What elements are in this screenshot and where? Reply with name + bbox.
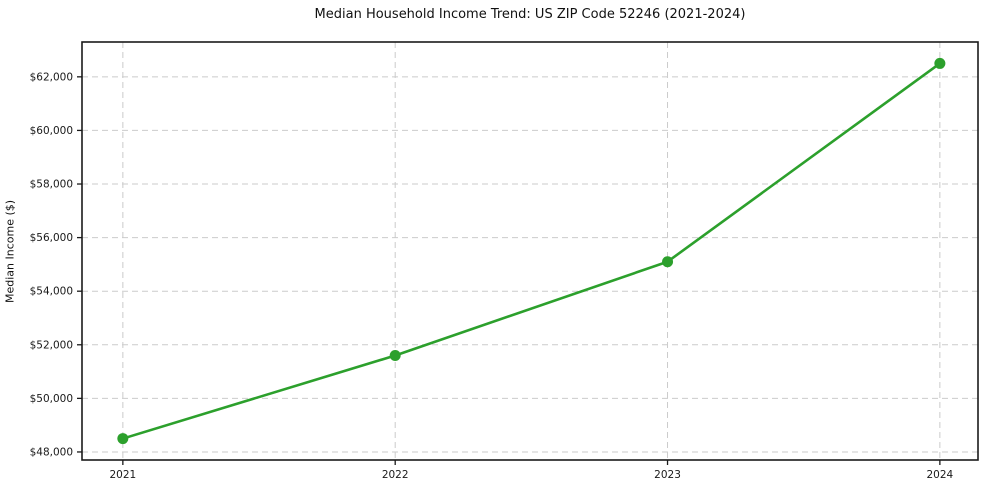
data-point-marker bbox=[389, 350, 401, 361]
x-tick-label: 2022 bbox=[382, 469, 409, 481]
y-tick-label: $48,000 bbox=[30, 446, 73, 458]
data-point-marker bbox=[117, 433, 129, 445]
chart-title: Median Household Income Trend: US ZIP Co… bbox=[314, 7, 746, 22]
x-tick-label: 2021 bbox=[109, 469, 136, 481]
y-tick-label: $54,000 bbox=[30, 286, 73, 298]
y-tick-label: $58,000 bbox=[30, 179, 73, 191]
y-axis-label: Median Income ($) bbox=[3, 199, 17, 303]
plot-border bbox=[81, 41, 979, 461]
x-tick-label: 2024 bbox=[927, 469, 954, 481]
y-tick-label: $62,000 bbox=[30, 71, 73, 83]
y-tick-label: $60,000 bbox=[30, 125, 73, 137]
y-tick-label: $52,000 bbox=[30, 339, 73, 351]
data-point-marker bbox=[662, 256, 674, 268]
x-tick-label: 2023 bbox=[654, 469, 681, 481]
y-tick-label: $50,000 bbox=[30, 393, 73, 405]
data-point-marker bbox=[934, 57, 946, 69]
y-tick-label: $56,000 bbox=[30, 232, 73, 244]
trend-line bbox=[121, 62, 942, 440]
